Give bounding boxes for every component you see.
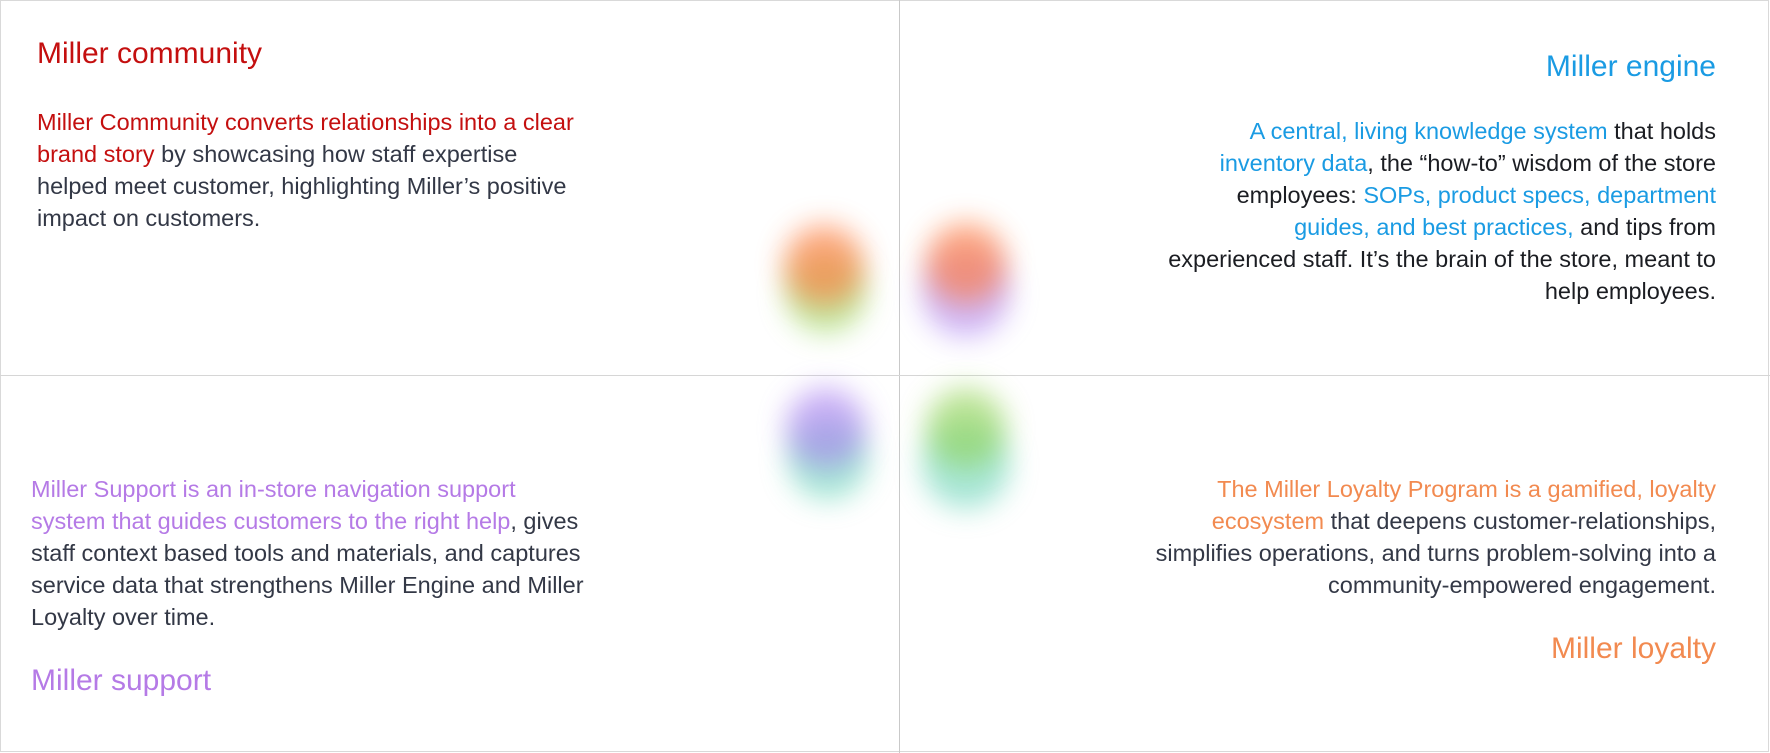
support-section: Miller Support is an in-store navigation…	[31, 473, 591, 699]
community-title: Miller community	[37, 37, 263, 70]
support-description-rest: , gives staff context based tools and ma…	[31, 508, 584, 630]
blob-green-bottom-right	[926, 388, 1006, 468]
blob-orange-top-left	[784, 225, 864, 305]
vertical-divider	[899, 0, 900, 753]
community-description-rest: by showcasing how staff expertise helped…	[37, 141, 567, 231]
engine-section: Miller engine A central, living knowledg…	[1165, 49, 1716, 307]
community-section: Miller community Miller Community conver…	[37, 36, 577, 234]
support-highlight: Miller Support is an in-store navigation…	[31, 476, 516, 534]
loyalty-description-rest: that deepens customer-relationships, sim…	[1155, 508, 1716, 598]
gradient-blobs-graphic	[784, 223, 1010, 509]
community-highlight: Miller Community converts relationships …	[37, 109, 574, 167]
loyalty-highlight: The Miller Loyalty Program is a gamified…	[1211, 476, 1716, 534]
engine-text-2: , the “how-to” wisdom of the store emplo…	[1236, 150, 1716, 208]
engine-description: A central, living knowledge system that …	[1165, 115, 1716, 307]
blob-purple-bottom-left	[786, 388, 866, 468]
engine-highlight-2: inventory data	[1219, 150, 1368, 176]
engine-highlight-1: A central, living knowledge system	[1249, 118, 1608, 144]
horizontal-divider	[0, 375, 1770, 376]
support-title: Miller support	[31, 664, 212, 697]
support-description: Miller Support is an in-store navigation…	[31, 473, 591, 633]
blob-orange-top-right	[926, 223, 1006, 303]
engine-highlight-3: SOPs, product specs, department guides, …	[1294, 182, 1716, 240]
engine-text-1: that holds	[1607, 118, 1716, 144]
community-description: Miller Community converts relationships …	[37, 106, 577, 234]
engine-text-3: and tips from experienced staff. It’s th…	[1168, 214, 1716, 304]
engine-title: Miller engine	[1545, 50, 1716, 83]
loyalty-section: The Miller Loyalty Program is a gamified…	[1130, 473, 1716, 667]
loyalty-title: Miller loyalty	[1550, 632, 1716, 665]
loyalty-description: The Miller Loyalty Program is a gamified…	[1130, 473, 1716, 601]
